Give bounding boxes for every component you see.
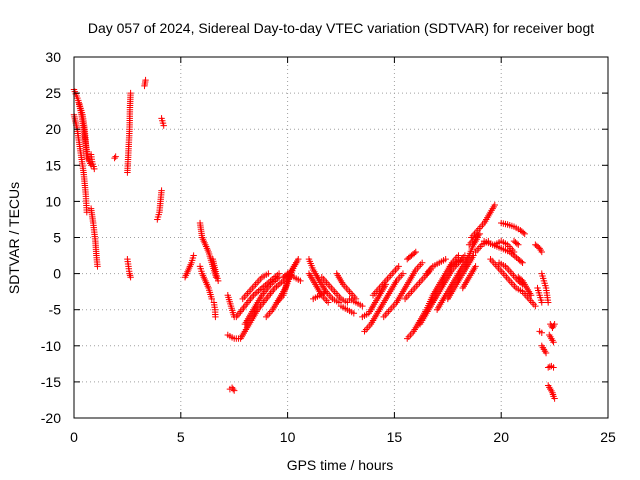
data-point (190, 252, 197, 259)
x-tick-label: 20 (493, 429, 509, 445)
data-point (94, 263, 101, 270)
data-point (538, 329, 545, 337)
y-tick-label: 0 (53, 266, 61, 282)
y-tick-label: 20 (45, 121, 61, 137)
data-point (513, 240, 521, 247)
data-point (212, 313, 219, 321)
data-point (491, 201, 498, 209)
data-point (544, 364, 552, 371)
data-point (350, 310, 358, 317)
data-point (542, 349, 550, 357)
x-axis-label: GPS time / hours (287, 457, 394, 473)
y-tick-label: -20 (41, 410, 61, 426)
data-point (229, 385, 237, 393)
data-point (265, 270, 272, 277)
data-point (112, 153, 119, 160)
data-point (538, 299, 545, 306)
data-point (399, 270, 407, 277)
data-point (412, 248, 419, 256)
data-point (521, 230, 528, 238)
data-point (91, 165, 98, 173)
data-point (83, 154, 91, 162)
data-point (476, 230, 484, 238)
x-tick-label: 10 (280, 429, 296, 445)
data-point (111, 154, 118, 162)
y-tick-label: -15 (41, 374, 61, 390)
y-tick-label: 5 (53, 230, 61, 246)
data-point (455, 252, 462, 259)
data-point (158, 187, 165, 194)
data-point (208, 295, 215, 303)
data-point (418, 259, 426, 266)
data-point (214, 277, 222, 285)
y-tick-label: 25 (45, 85, 61, 101)
y-axis-label: SDTVAR / TECUs (6, 182, 22, 294)
data-point (322, 288, 330, 295)
data-point (519, 259, 526, 266)
data-point (550, 364, 557, 371)
data-point (324, 299, 332, 306)
data-point (127, 89, 134, 97)
data-point (517, 258, 525, 265)
data-point (395, 263, 402, 270)
data-point (442, 255, 449, 263)
data-point (292, 259, 300, 266)
data-point (459, 255, 466, 263)
x-tick-label: 25 (600, 429, 616, 445)
grid-lines (74, 57, 608, 418)
x-tick-label: 0 (70, 429, 78, 445)
data-point (520, 229, 527, 236)
data-point (297, 277, 304, 285)
data-point (551, 320, 558, 328)
data-point (231, 387, 238, 394)
y-tick-label: 30 (45, 49, 61, 65)
data-point (470, 252, 477, 259)
data-point (160, 122, 167, 129)
data-point (546, 363, 553, 370)
data-point (411, 249, 418, 257)
x-tick-label: 15 (387, 429, 403, 445)
data-point (527, 292, 535, 299)
data-points (70, 76, 558, 402)
data-point (142, 76, 149, 84)
axis-ticks: 0 5 10 15 20 25 -20 -15 -10 -5 0 5 10 15 20 25 30 (41, 49, 616, 445)
chart-title: Day 057 of 2024, Sidereal Day-to-day VTE… (88, 20, 594, 36)
y-tick-label: 10 (45, 193, 61, 209)
data-point (335, 299, 343, 306)
y-tick-label: 15 (45, 157, 61, 173)
data-point (127, 274, 134, 281)
data-point (551, 395, 558, 402)
data-point (538, 248, 545, 256)
data-point (472, 263, 479, 270)
data-point (83, 209, 91, 216)
data-point (510, 248, 518, 256)
data-point (344, 299, 351, 306)
x-tick-label: 5 (177, 429, 185, 445)
data-point (359, 302, 366, 310)
data-point (515, 241, 522, 248)
data-point (532, 302, 539, 310)
y-tick-label: -5 (49, 302, 62, 318)
data-point (550, 338, 557, 346)
y-tick-label: -10 (41, 338, 61, 354)
data-point (544, 299, 552, 306)
data-point (295, 255, 302, 263)
